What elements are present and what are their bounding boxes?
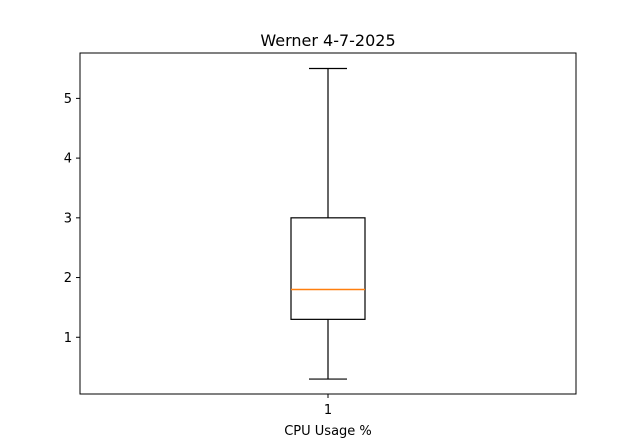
y-tick-label: 4 <box>64 152 72 167</box>
plot-area: 1 2 3 4 5 1 <box>64 52 577 418</box>
x-axis-label: CPU Usage % <box>284 424 372 439</box>
x-tick-label: 1 <box>324 403 332 418</box>
y-tick-label: 1 <box>64 331 72 346</box>
box-iqr <box>290 217 366 320</box>
y-tick-label: 2 <box>64 271 72 286</box>
chart-title: Werner 4-7-2025 <box>260 31 395 50</box>
y-tick-label: 3 <box>64 211 72 226</box>
y-tick-label: 5 <box>64 92 72 107</box>
